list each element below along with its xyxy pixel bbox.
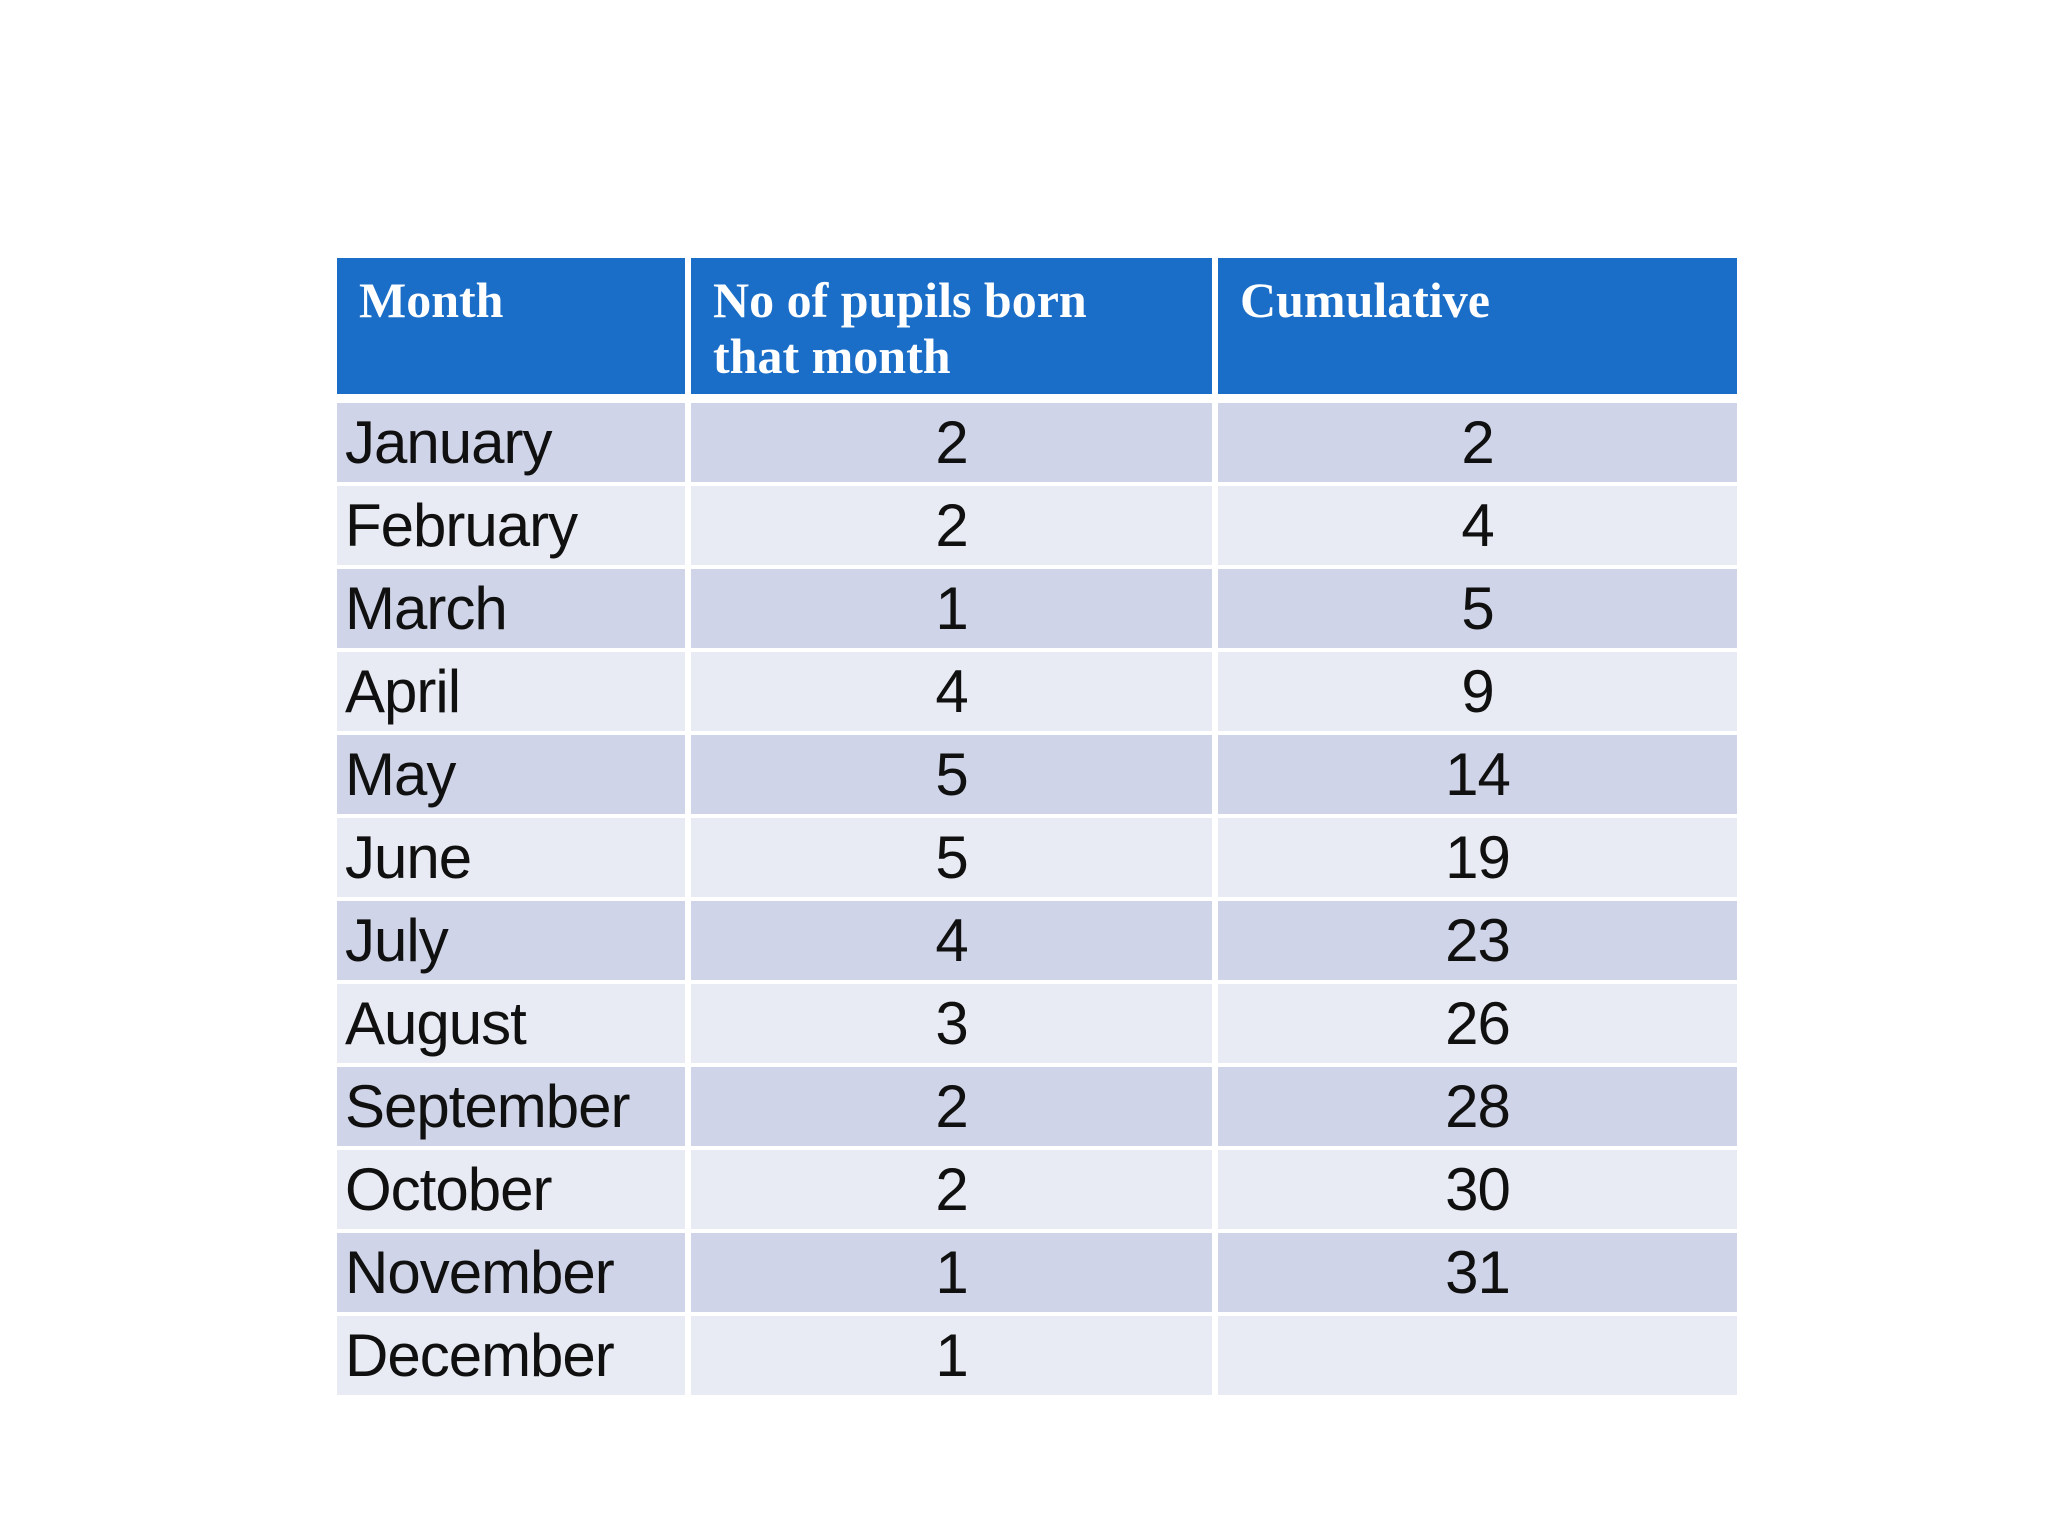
table-header-row: Month No of pupils born that month Cumul…: [337, 258, 1737, 394]
count-cell: 4: [691, 652, 1212, 731]
table-row: December 1: [337, 1316, 1737, 1395]
table-row: February 2 4: [337, 486, 1737, 565]
month-cell: November: [337, 1233, 685, 1312]
count-cell: 5: [691, 818, 1212, 897]
count-cell: 4: [691, 901, 1212, 980]
count-cell: 5: [691, 735, 1212, 814]
table-row: April 4 9: [337, 652, 1737, 731]
cumulative-cell: 31: [1218, 1233, 1737, 1312]
column-header-cumulative: Cumulative: [1218, 258, 1737, 394]
count-cell: 2: [691, 1067, 1212, 1146]
month-cell: February: [337, 486, 685, 565]
cumulative-cell: 28: [1218, 1067, 1737, 1146]
count-cell: 1: [691, 1233, 1212, 1312]
count-cell: 3: [691, 984, 1212, 1063]
table-row: March 1 5: [337, 569, 1737, 648]
cumulative-cell: 2: [1218, 403, 1737, 482]
count-cell: 2: [691, 1150, 1212, 1229]
month-cell: December: [337, 1316, 685, 1395]
table-row: June 5 19: [337, 818, 1737, 897]
cumulative-cell: 5: [1218, 569, 1737, 648]
count-cell: 2: [691, 486, 1212, 565]
column-header-pupils: No of pupils born that month: [691, 258, 1212, 394]
month-cell: September: [337, 1067, 685, 1146]
month-cell: January: [337, 403, 685, 482]
count-cell: 2: [691, 403, 1212, 482]
table-row: August 3 26: [337, 984, 1737, 1063]
month-cell: July: [337, 901, 685, 980]
count-cell: 1: [691, 569, 1212, 648]
table-row: January 2 2: [337, 403, 1737, 482]
cumulative-cell: 14: [1218, 735, 1737, 814]
count-cell: 1: [691, 1316, 1212, 1395]
cumulative-cell: 23: [1218, 901, 1737, 980]
month-cell: June: [337, 818, 685, 897]
cumulative-cell: 19: [1218, 818, 1737, 897]
month-cell: August: [337, 984, 685, 1063]
month-cell: April: [337, 652, 685, 731]
cumulative-cell: 30: [1218, 1150, 1737, 1229]
table-row: May 5 14: [337, 735, 1737, 814]
month-cell: October: [337, 1150, 685, 1229]
month-cell: May: [337, 735, 685, 814]
table-row: July 4 23: [337, 901, 1737, 980]
column-header-month: Month: [337, 258, 685, 394]
cumulative-cell: 9: [1218, 652, 1737, 731]
table-row: September 2 28: [337, 1067, 1737, 1146]
cumulative-cell: 26: [1218, 984, 1737, 1063]
table-row: October 2 30: [337, 1150, 1737, 1229]
birth-month-table: Month No of pupils born that month Cumul…: [337, 258, 1737, 1395]
cumulative-cell: 4: [1218, 486, 1737, 565]
month-cell: March: [337, 569, 685, 648]
cumulative-cell: [1218, 1316, 1737, 1395]
table-row: November 1 31: [337, 1233, 1737, 1312]
